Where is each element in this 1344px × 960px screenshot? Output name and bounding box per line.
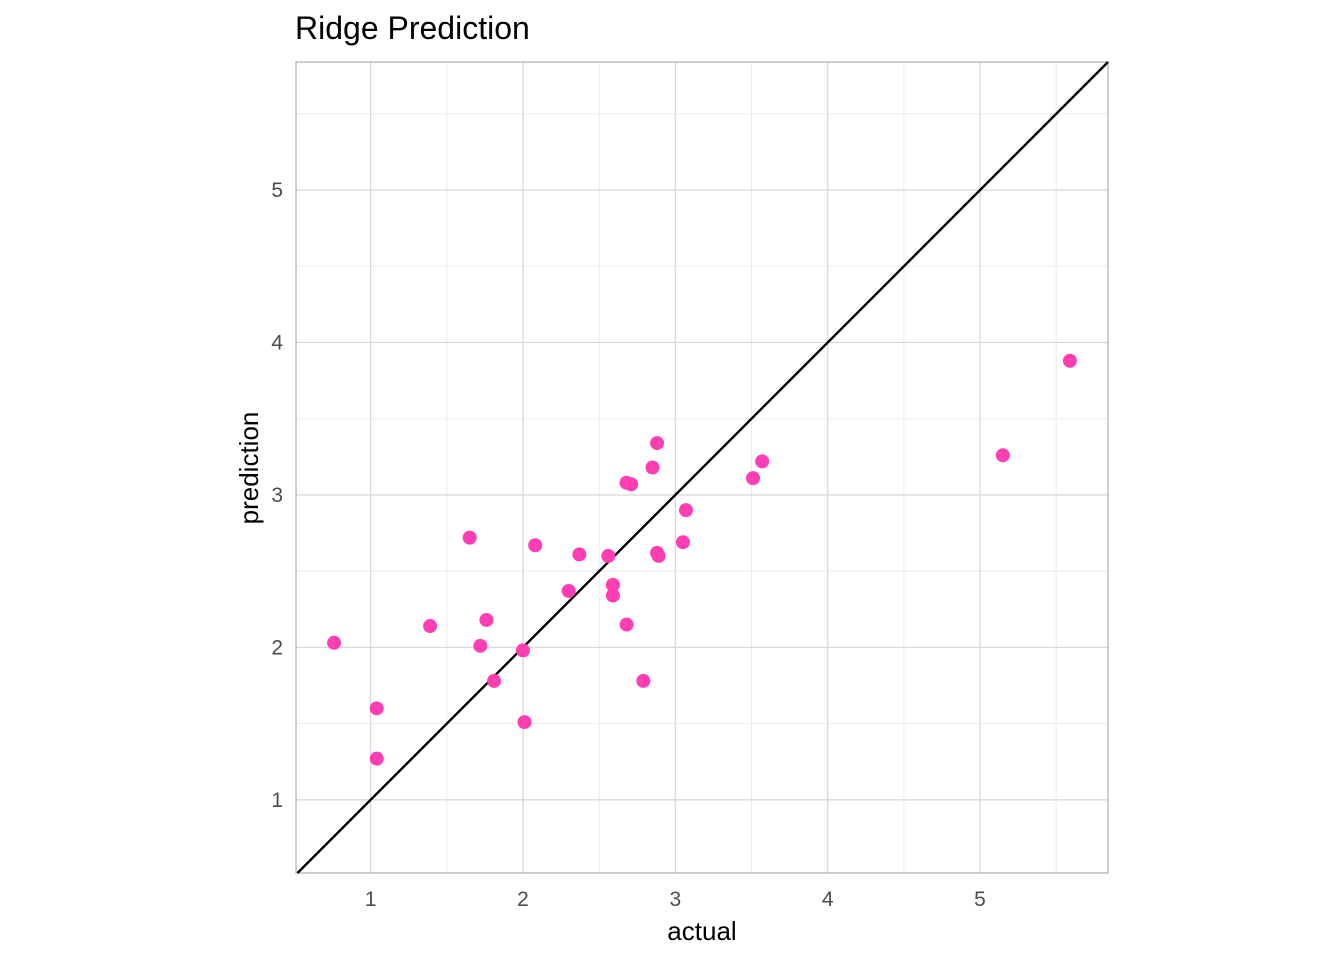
x-tick-label: 2 — [517, 888, 529, 911]
y-axis-tick-labels: 1 2 3 4 5 — [271, 179, 283, 812]
data-point — [479, 612, 494, 627]
x-tick-label: 3 — [669, 888, 681, 911]
major-gridlines — [296, 62, 1108, 873]
chart-title: Ridge Prediction — [295, 10, 530, 46]
data-point — [515, 643, 530, 658]
x-tick-label: 5 — [974, 888, 986, 911]
data-point — [746, 471, 761, 486]
y-tick-label: 2 — [271, 636, 283, 659]
data-point — [572, 547, 587, 562]
data-point — [645, 460, 660, 475]
data-point — [651, 548, 666, 563]
data-point — [619, 617, 634, 632]
identity-reference-line — [296, 61, 1109, 874]
data-point — [636, 673, 651, 688]
y-axis-label: prediction — [234, 412, 264, 525]
x-axis-tick-labels: 1 2 3 4 5 — [365, 888, 986, 911]
data-point — [755, 454, 770, 469]
x-tick-label: 4 — [822, 888, 834, 911]
data-points — [327, 353, 1077, 766]
y-tick-label: 3 — [271, 484, 283, 507]
data-point — [369, 701, 384, 716]
x-tick-label: 1 — [365, 888, 377, 911]
data-point — [369, 751, 384, 766]
data-point — [487, 673, 502, 688]
plot-panel-border — [295, 61, 1109, 874]
y-tick-label: 5 — [271, 179, 283, 202]
data-point — [601, 548, 616, 563]
data-point — [561, 583, 576, 598]
data-point — [517, 715, 532, 730]
data-point — [528, 538, 543, 553]
data-point — [650, 436, 665, 451]
y-tick-label: 1 — [271, 789, 283, 812]
x-axis-label: actual — [667, 916, 736, 946]
data-point — [605, 577, 620, 592]
y-tick-label: 4 — [271, 331, 283, 354]
data-point — [327, 635, 342, 650]
data-point — [675, 535, 690, 550]
data-point — [679, 503, 694, 518]
data-point — [995, 448, 1010, 463]
data-point — [605, 588, 620, 603]
minor-gridlines — [296, 62, 1108, 873]
data-point — [473, 638, 488, 653]
data-point — [462, 530, 477, 545]
data-point — [1062, 353, 1077, 368]
data-point — [624, 477, 639, 492]
data-point — [423, 619, 438, 634]
